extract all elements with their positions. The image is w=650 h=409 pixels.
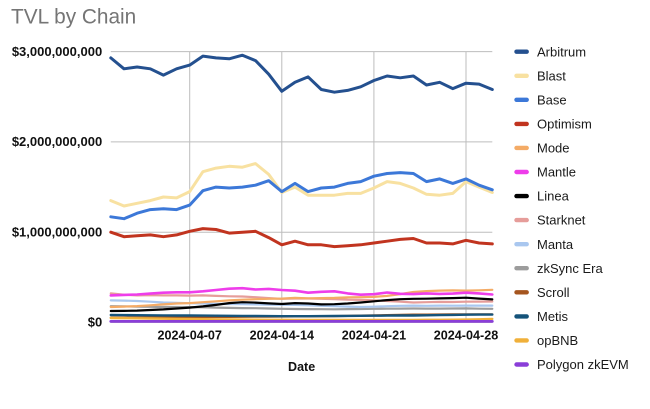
svg-text:Base: Base xyxy=(537,92,567,107)
svg-text:Optimism: Optimism xyxy=(537,117,592,132)
svg-text:$3,000,000,000: $3,000,000,000 xyxy=(12,44,102,59)
svg-text:2024-04-14: 2024-04-14 xyxy=(250,329,314,343)
svg-text:TVL by Chain: TVL by Chain xyxy=(11,6,136,29)
svg-text:opBNB: opBNB xyxy=(537,333,578,348)
svg-text:2024-04-28: 2024-04-28 xyxy=(434,329,498,343)
svg-text:Manta: Manta xyxy=(537,237,574,252)
svg-text:$2,000,000,000: $2,000,000,000 xyxy=(12,134,102,149)
svg-text:$0: $0 xyxy=(88,315,102,330)
svg-text:Metis: Metis xyxy=(537,309,569,324)
svg-text:Arbitrum: Arbitrum xyxy=(537,44,586,59)
svg-text:Mode: Mode xyxy=(537,141,570,156)
svg-text:2024-04-21: 2024-04-21 xyxy=(342,329,406,343)
svg-text:zkSync Era: zkSync Era xyxy=(537,261,604,276)
svg-text:2024-04-07: 2024-04-07 xyxy=(157,329,221,343)
svg-text:Linea: Linea xyxy=(537,189,570,204)
svg-text:Scroll: Scroll xyxy=(537,285,570,300)
svg-text:Polygon zkEVM: Polygon zkEVM xyxy=(537,357,629,372)
svg-text:Starknet: Starknet xyxy=(537,213,586,228)
svg-text:$1,000,000,000: $1,000,000,000 xyxy=(12,224,102,239)
svg-text:Blast: Blast xyxy=(537,68,566,83)
svg-text:Date: Date xyxy=(288,360,315,374)
svg-text:Mantle: Mantle xyxy=(537,165,576,180)
